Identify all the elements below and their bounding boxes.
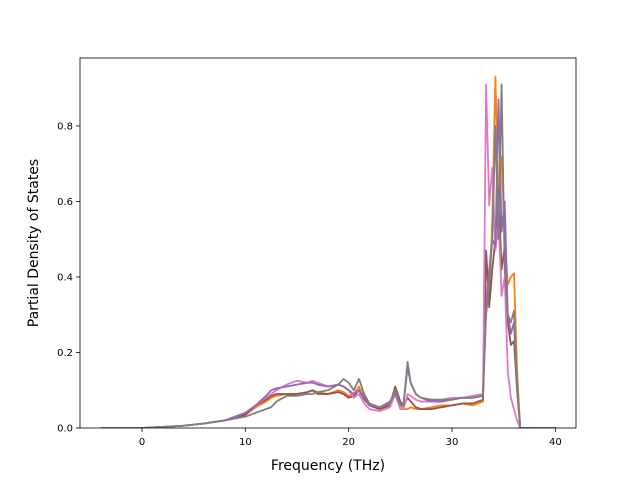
series-line-5 <box>100 83 556 428</box>
ticks-layer: 0 10 20 30 40 0.0 0.2 0.4 0.6 0.8 <box>57 121 562 448</box>
y-tick-label: 0.2 <box>57 348 73 359</box>
x-tick-label: 40 <box>549 437 562 448</box>
y-tick-label: 0.6 <box>57 197 73 208</box>
x-axis-label: Frequency (THz) <box>271 458 385 474</box>
x-tick-label: 30 <box>446 437 459 448</box>
x-tick-label: 0 <box>139 437 145 448</box>
y-tick-label: 0.8 <box>57 121 73 132</box>
x-tick-label: 10 <box>239 437 252 448</box>
y-tick-label: 0.4 <box>57 272 73 283</box>
x-tick-label: 20 <box>342 437 355 448</box>
plot-frame <box>79 57 577 429</box>
y-tick-label: 0.0 <box>57 424 73 435</box>
series-layer <box>100 75 556 428</box>
y-axis-label: Partial Density of States <box>26 159 42 327</box>
